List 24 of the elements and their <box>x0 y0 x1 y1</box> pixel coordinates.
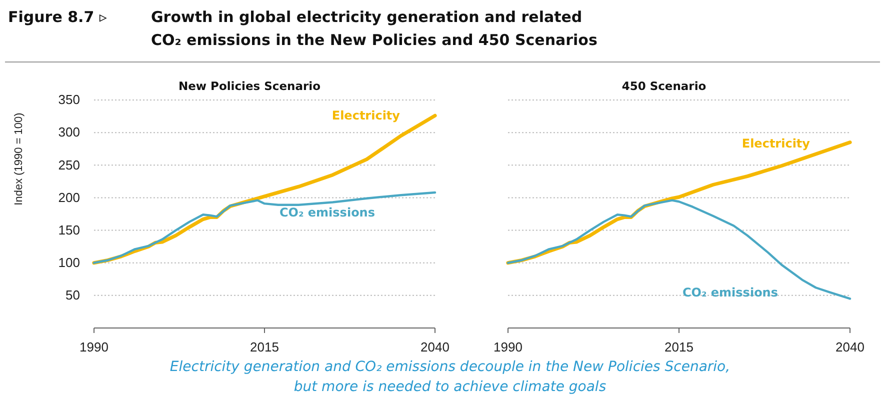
x-tick-label: 2015 <box>664 340 694 355</box>
x-tick-label: 2040 <box>420 340 450 355</box>
x-tick-label: 2015 <box>250 340 279 355</box>
y-tick-label: 100 <box>58 255 80 270</box>
chart-title: New Policies Scenario <box>178 79 321 93</box>
chart-title: 450 Scenario <box>622 79 706 93</box>
line-series <box>92 191 436 264</box>
x-tick-label: 1990 <box>80 340 108 355</box>
y-tick-label: 350 <box>58 92 80 108</box>
y-tick-label: 200 <box>58 190 80 205</box>
y-tick-label: 300 <box>58 124 80 140</box>
series-label: CO₂ emissions <box>279 206 375 220</box>
text: Growth in global electricity generation and related CO₂ emissions in the New Policies and 450 Scenarios <box>151 8 598 49</box>
y-tick-label: 250 <box>58 157 80 172</box>
series-label: Electricity <box>332 108 400 123</box>
series-label: CO₂ emissions <box>682 286 778 300</box>
x-tick-label: 2040 <box>836 340 864 355</box>
y-tick-label: 150 <box>58 222 80 238</box>
series-label: Electricity <box>742 136 810 150</box>
text: Electricity generation and CO₂ emissions decouple in the New Policies Scenario, but more is needed to achieve climate goals <box>170 359 730 395</box>
y-axis-title: Index (1990 = 100) <box>13 112 25 206</box>
caption: Figure 8.7 ▹ <box>8 8 108 26</box>
y-tick-label: 50 <box>66 288 80 303</box>
x-tick-label: 1990 <box>494 340 522 355</box>
